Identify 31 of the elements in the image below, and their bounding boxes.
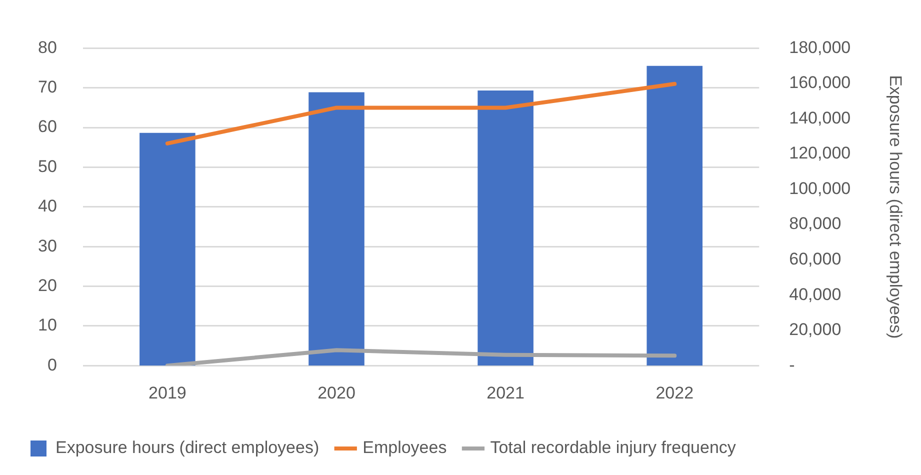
bar [646,66,703,366]
x-tick-label: 2022 [656,383,694,402]
y2-tick-label: 20,000 [789,320,842,340]
y-tick-label: 10 [38,316,57,335]
y-tick-label: 20 [38,276,57,295]
y2-tick-label: 100,000 [789,178,851,198]
x-tick-label: 2019 [148,383,186,402]
y-tick-label: 30 [38,236,57,256]
y-tick-label: 80 [38,38,57,57]
y-tick-label: 60 [38,117,57,136]
bar [308,92,364,366]
x-tick-label: 2021 [486,383,524,402]
y2-axis-title: Exposure hours (direct employees) [886,75,906,339]
y2-tick-label: 80,000 [789,214,842,234]
bar [140,132,196,366]
bar [478,90,534,366]
y2-tick-label: 140,000 [789,108,851,128]
y2-tick-label: 40,000 [789,284,842,304]
x-tick-label: 2020 [318,383,356,402]
y2-tick-label: 120,000 [789,144,851,163]
y2-tick-label: 180,000 [789,38,851,57]
y-tick-label: 70 [38,78,57,97]
y-tick-label: 40 [38,196,57,216]
y2-tick-label: 60,000 [789,249,842,268]
y-tick-label: 50 [38,156,57,176]
legend-label: Exposure hours (direct employees) [56,438,320,458]
y2-tick-label: - [789,355,795,374]
y2-tick-label: 160,000 [789,73,851,92]
y-tick-label: 0 [47,355,57,374]
legend-label: Employees [362,438,447,458]
legend-label: Total recordable injury frequency [490,438,736,458]
